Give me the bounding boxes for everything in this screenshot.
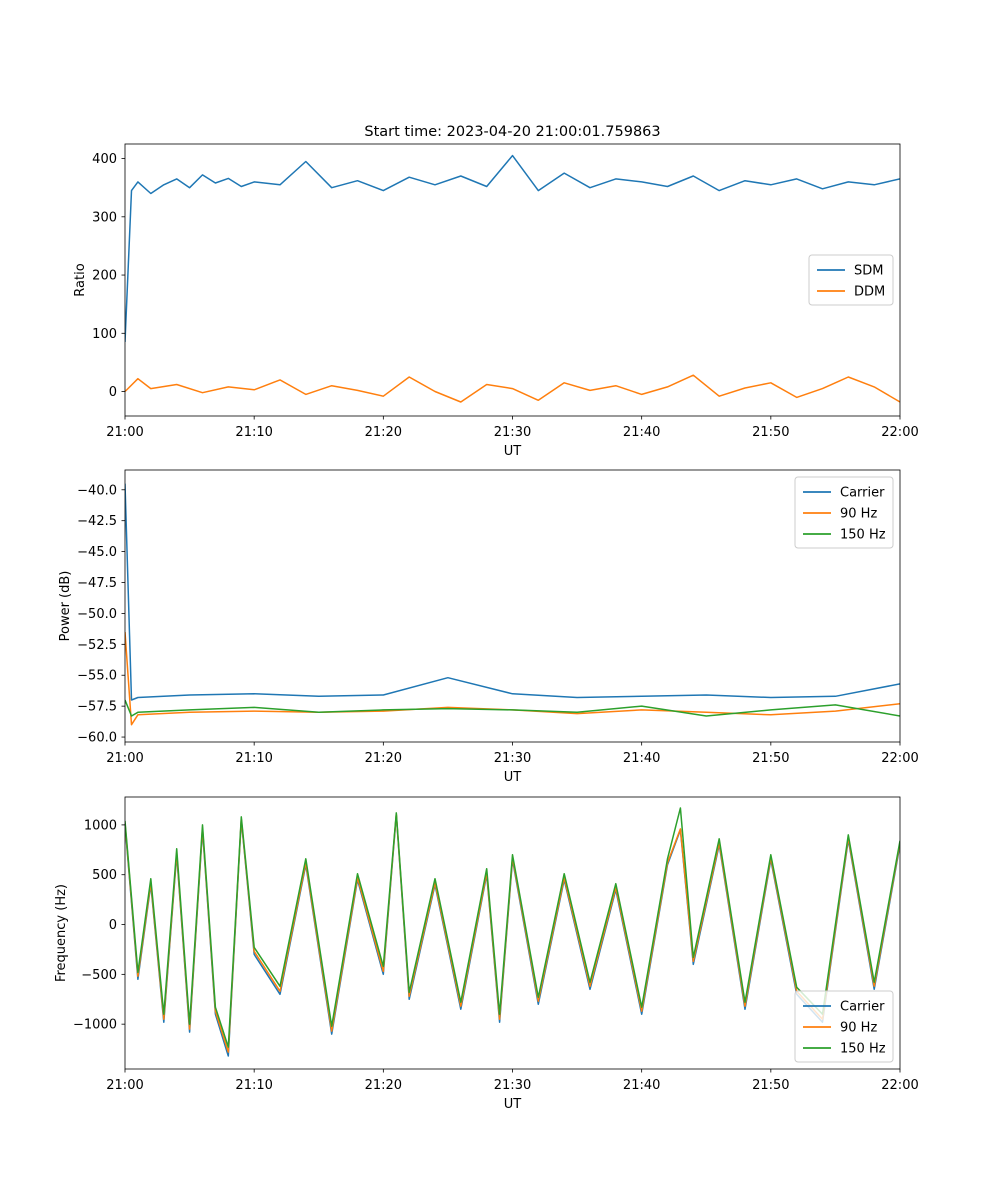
y-axis-label: Ratio — [73, 263, 88, 296]
x-tick-label: 21:40 — [623, 425, 660, 440]
legend-label-carrier: Carrier — [840, 1000, 885, 1015]
series-line-150-hz — [125, 807, 900, 1048]
legend-label-ddm: DDM — [854, 285, 885, 300]
x-axis-label: UT — [504, 444, 522, 459]
y-tick-label: −45.0 — [77, 545, 117, 560]
legend-label-150-hz: 150 Hz — [840, 1042, 886, 1057]
x-tick-label: 21:50 — [752, 1078, 789, 1093]
legend-box — [794, 476, 894, 549]
legend-box — [808, 254, 894, 306]
x-tick-label: 21:40 — [623, 1078, 660, 1093]
y-tick-label: −500 — [81, 968, 117, 983]
y-tick-label: 400 — [92, 152, 117, 167]
legend-label-sdm: SDM — [854, 264, 883, 279]
figure-title: Start time: 2023-04-20 21:00:01.759863 — [364, 124, 660, 140]
y-tick-label: 200 — [92, 269, 117, 284]
x-tick-label: 21:30 — [494, 1078, 531, 1093]
series-line-150-hz — [125, 699, 900, 717]
y-tick-label: 300 — [92, 210, 117, 225]
x-tick-label: 22:00 — [881, 1078, 918, 1093]
y-tick-label: −1000 — [73, 1018, 117, 1033]
x-tick-label: 21:30 — [494, 751, 531, 766]
y-tick-label: −57.5 — [77, 700, 117, 715]
y-tick-label: 0 — [109, 385, 117, 400]
x-axis-label: UT — [504, 1097, 522, 1112]
legend-label-90-hz: 90 Hz — [840, 507, 877, 522]
y-tick-label: 500 — [92, 868, 117, 883]
power-chart: 21:00 21:10 21:20 21:30 21:40 21:50 22:00 UT −40… — [58, 469, 919, 785]
x-tick-label: 22:00 — [881, 425, 918, 440]
y-axis-label: Frequency (Hz) — [54, 884, 69, 982]
x-axis-label: UT — [504, 770, 522, 785]
x-tick-label: 21:40 — [623, 751, 660, 766]
x-tick-label: 21:10 — [235, 751, 272, 766]
series-line-carrier — [125, 483, 900, 701]
x-tick-label: 21:10 — [235, 1078, 272, 1093]
legend-label-150-hz: 150 Hz — [840, 528, 886, 543]
legend: Carrier 90 Hz 150 Hz — [794, 990, 894, 1063]
y-tick-label: −60.0 — [77, 731, 117, 746]
series-line-90-hz — [125, 631, 900, 726]
y-tick-label: −42.5 — [77, 514, 117, 529]
y-tick-label: −47.5 — [77, 576, 117, 591]
x-tick-label: 21:20 — [365, 425, 402, 440]
legend-label-90-hz: 90 Hz — [840, 1021, 877, 1036]
y-tick-label: −55.0 — [77, 669, 117, 684]
legend: Carrier 90 Hz 150 Hz — [794, 476, 894, 549]
x-tick-label: 21:20 — [365, 1078, 402, 1093]
y-tick-label: −52.5 — [77, 638, 117, 653]
x-tick-label: 21:10 — [235, 425, 272, 440]
ratio-chart: 21:00 21:10 21:20 21:30 21:40 21:50 22:00 UT 0 10… — [73, 143, 919, 459]
y-axis-label: Power (dB) — [58, 571, 73, 642]
series-line-sdm — [125, 154, 900, 343]
x-tick-label: 21:50 — [752, 425, 789, 440]
series-line-ddm — [125, 374, 900, 403]
y-tick-label: 0 — [109, 918, 117, 933]
legend-label-carrier: Carrier — [840, 486, 885, 501]
y-tick-label: 100 — [92, 327, 117, 342]
x-tick-label: 21:00 — [106, 1078, 143, 1093]
x-tick-label: 21:00 — [106, 751, 143, 766]
legend: SDM DDM — [808, 254, 894, 306]
x-tick-label: 21:20 — [365, 751, 402, 766]
x-tick-label: 21:50 — [752, 751, 789, 766]
legend-box — [794, 990, 894, 1063]
x-tick-label: 21:00 — [106, 425, 143, 440]
x-tick-label: 21:30 — [494, 425, 531, 440]
y-tick-label: 1000 — [84, 818, 117, 833]
y-tick-label: −50.0 — [77, 607, 117, 622]
y-tick-label: −40.0 — [77, 483, 117, 498]
frequency-chart: 21:00 21:10 21:20 21:30 21:40 21:50 22:00 UT 100… — [54, 796, 919, 1112]
x-tick-label: 22:00 — [881, 751, 918, 766]
